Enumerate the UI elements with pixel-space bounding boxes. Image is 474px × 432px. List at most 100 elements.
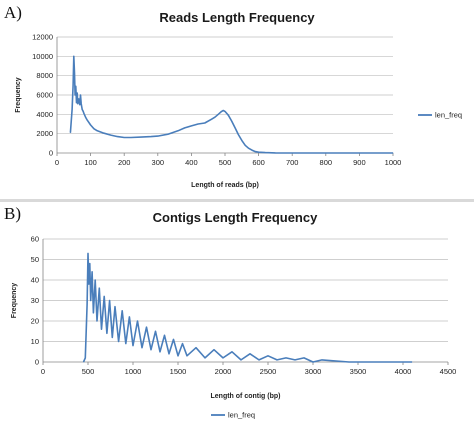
reads-data-point — [231, 120, 233, 122]
reads-x-tick-label: 300 — [152, 158, 165, 167]
contigs-data-point — [240, 359, 242, 361]
contigs-x-tick-label: 0 — [41, 367, 45, 376]
contigs-x-tick-label: 1000 — [125, 367, 142, 376]
contigs-data-point — [109, 300, 110, 301]
contigs-data-point — [106, 332, 108, 334]
reads-data-point — [264, 152, 266, 154]
reads-data-point — [275, 152, 276, 154]
contigs-data-point — [83, 361, 84, 363]
reads-data-point — [241, 140, 243, 141]
reads-data-point — [392, 152, 394, 154]
contigs-x-tick-label: 3000 — [305, 367, 322, 376]
contigs-data-point — [103, 296, 105, 297]
contigs-data-point — [88, 283, 90, 285]
contigs-data-point — [294, 359, 296, 361]
panel-a: A) Reads Length Frequency 0 2000 4000 6000 80… — [0, 0, 474, 200]
reads-data-point — [167, 133, 169, 135]
reads-data-point — [197, 123, 199, 125]
contigs-data-point — [267, 355, 269, 357]
reads-data-point — [184, 127, 186, 129]
contigs-x-tick-label: 4000 — [395, 367, 412, 376]
reads-data-point — [93, 128, 95, 130]
contigs-x-tick-label: 2500 — [260, 367, 277, 376]
contigs-data-point — [129, 316, 130, 318]
reads-data-point — [110, 134, 112, 136]
reads-data-point — [359, 152, 360, 154]
contigs-data-point — [98, 287, 100, 289]
reads-x-tick-label: 500 — [219, 158, 232, 167]
contigs-x-tick-label: 500 — [82, 367, 95, 376]
panel-b-label: B) — [4, 204, 21, 223]
contigs-y-tick-label: 0 — [35, 358, 39, 367]
reads-data-point — [204, 122, 206, 124]
reads-x-axis-label: Length of reads (bp) — [191, 182, 259, 189]
reads-data-point — [291, 152, 293, 154]
contigs-data-point — [121, 310, 123, 312]
reads-data-point — [90, 124, 91, 126]
reads-data-point — [227, 114, 229, 116]
reads-data-point — [214, 116, 216, 118]
contigs-data-point — [132, 345, 134, 346]
contigs-chart-title: Contigs Length Frequency — [153, 210, 318, 225]
reads-data-point — [77, 103, 79, 105]
reads-chart-title: Reads Length Frequency — [159, 10, 315, 25]
contigs-data-point — [91, 271, 93, 273]
contigs-data-point — [213, 349, 215, 351]
reads-y-tick-label: 2000 — [36, 129, 53, 138]
reads-y-tick-label: 10000 — [32, 52, 53, 61]
reads-data-point — [123, 137, 125, 138]
reads-data-point — [224, 111, 226, 112]
contigs-data-point — [90, 300, 92, 301]
contigs-data-point — [384, 361, 386, 363]
reads-data-point — [72, 84, 74, 86]
contigs-data-point — [177, 355, 179, 357]
reads-data-point — [74, 94, 76, 96]
reads-data-point — [150, 136, 152, 137]
contigs-data-point — [164, 334, 165, 336]
reads-data-point — [248, 147, 249, 149]
contigs-data-point — [118, 341, 119, 342]
contigs-data-point — [96, 320, 98, 322]
contigs-data-point — [87, 252, 89, 254]
reads-data-point — [221, 111, 223, 112]
contigs-data-point — [137, 320, 138, 322]
contigs-data-point — [101, 328, 102, 330]
contigs-data-point — [258, 359, 260, 361]
contigs-data-point — [276, 359, 278, 361]
contigs-data-point — [93, 312, 94, 314]
reads-data-point — [86, 119, 88, 121]
reads-data-point — [75, 85, 77, 87]
contigs-data-point — [168, 353, 170, 355]
reads-x-tick-label: 200 — [118, 158, 131, 167]
reads-x-tick-label: 1000 — [385, 158, 402, 167]
contigs-data-point — [159, 351, 161, 353]
contigs-data-point — [303, 357, 305, 359]
contigs-y-tick-label: 50 — [31, 255, 39, 264]
reads-data-point — [191, 125, 192, 127]
reads-data-point — [85, 116, 86, 118]
reads-data-point — [76, 92, 78, 94]
reads-data-point — [238, 134, 239, 136]
reads-data-point — [80, 103, 82, 105]
reads-x-tick-label: 600 — [252, 158, 265, 167]
reads-data-point — [103, 132, 105, 134]
contigs-legend-label: len_freq — [228, 411, 255, 420]
contigs-x-tick-label: 3500 — [350, 367, 367, 376]
contigs-data-point — [231, 351, 233, 353]
contigs-x-tick-label: 2000 — [215, 367, 232, 376]
reads-y-tick-label: 4000 — [36, 110, 53, 119]
reads-data-point — [157, 135, 159, 137]
reads-data-point — [258, 151, 259, 153]
reads-data-point — [244, 144, 246, 146]
reads-data-point — [71, 109, 73, 110]
reads-data-point — [70, 132, 71, 134]
contigs-y-tick-label: 40 — [31, 276, 39, 285]
contigs-data-point — [94, 279, 96, 281]
reads-data-point — [79, 104, 81, 106]
reads-data-point — [83, 112, 85, 114]
reads-data-point — [78, 98, 80, 100]
reads-legend-label: len_freq — [435, 111, 462, 120]
contigs-data-point — [285, 357, 287, 359]
reads-series-line-0 — [69, 55, 393, 154]
reads-data-point — [234, 127, 236, 129]
